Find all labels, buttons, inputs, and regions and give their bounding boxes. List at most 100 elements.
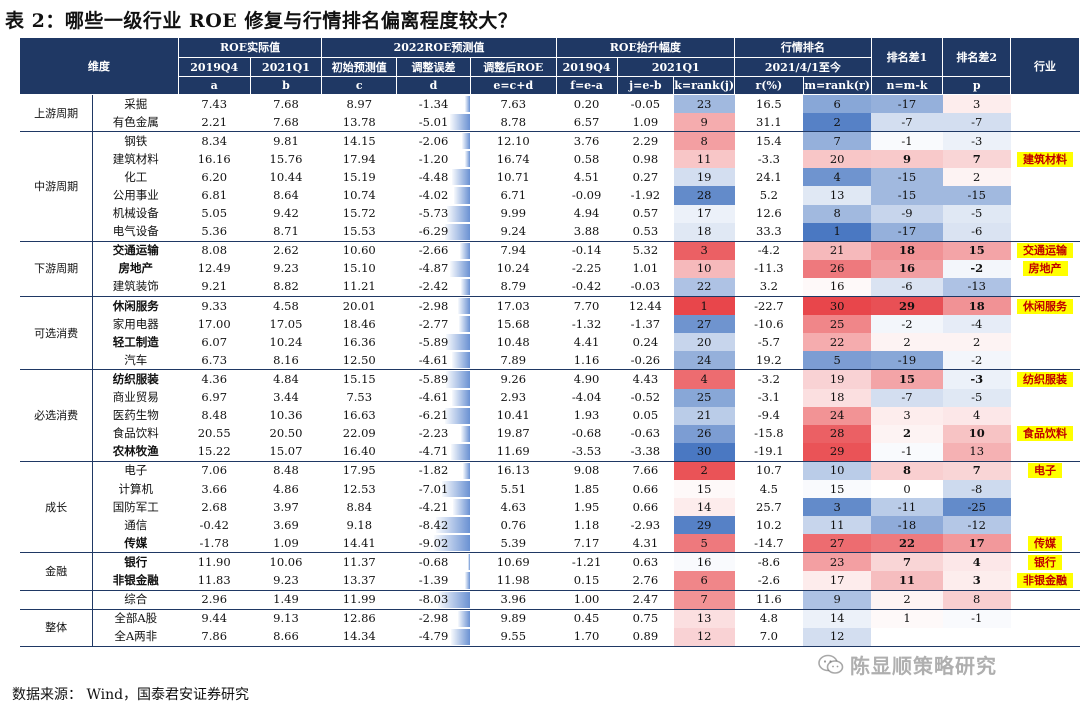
rank-k: 22 bbox=[673, 277, 735, 298]
adjustment-bar bbox=[465, 151, 471, 168]
rank-diff-n: 18 bbox=[871, 241, 943, 260]
value-b: 1.49 bbox=[250, 590, 322, 610]
rank-m: 22 bbox=[803, 333, 872, 352]
industry-cell bbox=[1011, 407, 1080, 425]
formula-header: n=m-k bbox=[871, 76, 944, 95]
value-e: 10.71 bbox=[496, 169, 530, 184]
value-e: 3.96 bbox=[470, 590, 557, 610]
value-c: 7.53 bbox=[346, 390, 373, 405]
sector-name: 电子 bbox=[124, 463, 148, 478]
adjustment-bar bbox=[444, 223, 471, 240]
rank-diff-n: -1 bbox=[871, 442, 943, 462]
rank-k: 4 bbox=[673, 369, 735, 389]
value-a: 5.05 bbox=[201, 206, 228, 221]
sector-name: 采掘 bbox=[124, 96, 148, 111]
formula-header: k=rank(j) bbox=[673, 76, 736, 95]
value-c: 13.37 bbox=[321, 571, 397, 591]
value-d-text: -5.89 bbox=[418, 334, 449, 349]
value-f: -0.09 bbox=[571, 188, 602, 203]
value-a: 8.34 bbox=[201, 133, 228, 148]
formula-header: e=c+d bbox=[470, 76, 557, 95]
sector-name: 计算机 bbox=[118, 481, 154, 496]
value-j: 0.75 bbox=[632, 611, 659, 626]
value-d-text: -1.34 bbox=[418, 96, 449, 111]
industry-cell bbox=[1011, 95, 1080, 114]
value-d-text: -0.68 bbox=[418, 554, 449, 569]
header-roe-actual: ROE实际值 bbox=[178, 38, 323, 58]
value-c: 15.10 bbox=[342, 261, 376, 276]
value-c: 15.15 bbox=[342, 371, 376, 386]
industry-cell: 房地产 bbox=[1011, 260, 1080, 278]
value-d: -1.39 bbox=[396, 571, 471, 591]
rank-m: 1 bbox=[803, 222, 872, 242]
value-j: -2.93 bbox=[630, 517, 661, 532]
rank-k: 25 bbox=[673, 388, 735, 407]
value-c: 12.53 bbox=[342, 481, 376, 496]
rank-diff-n: 2 bbox=[871, 424, 943, 443]
rank-m: 10 bbox=[803, 461, 872, 480]
industry-tag: 房地产 bbox=[1022, 261, 1068, 277]
value-r: -9.4 bbox=[757, 408, 780, 423]
group-label: 整体 bbox=[20, 609, 94, 647]
value-e: 4.63 bbox=[500, 499, 527, 514]
industry-tag: 休闲服务 bbox=[1017, 298, 1074, 314]
value-b: 8.66 bbox=[250, 627, 322, 647]
sub-header: 2021Q1 bbox=[617, 57, 736, 77]
sector-name: 全A两非 bbox=[92, 627, 179, 647]
value-a: 6.07 bbox=[201, 334, 228, 349]
value-a: 17.00 bbox=[197, 316, 231, 331]
industry-cell: 纺织服装 bbox=[1011, 370, 1080, 389]
value-j: -1.92 bbox=[630, 188, 661, 203]
industry-cell: 电子 bbox=[1011, 461, 1080, 480]
value-j: 0.63 bbox=[632, 554, 659, 569]
rank-diff-p: -13 bbox=[942, 277, 1011, 298]
value-b: 8.82 bbox=[250, 277, 322, 298]
rank-m: 4 bbox=[803, 168, 872, 187]
table-body: 上游周期 采掘 7.43 7.68 8.97 -1.34 7.63 0.20 -0.05 23 16… bbox=[20, 94, 1080, 647]
rank-diff-n: -7 bbox=[871, 113, 943, 133]
rank-k: 29 bbox=[673, 516, 735, 535]
value-e: 7.89 bbox=[470, 351, 557, 371]
adjustment-bar bbox=[433, 535, 471, 552]
value-f: 4.51 bbox=[573, 169, 600, 184]
rank-k: 6 bbox=[673, 571, 735, 591]
adjustment-bar bbox=[446, 371, 471, 388]
value-d: -2.98 bbox=[397, 609, 471, 628]
rank-m: 21 bbox=[803, 241, 872, 260]
value-a: 9.21 bbox=[178, 277, 251, 298]
value-c: 13.78 bbox=[321, 113, 397, 133]
sub-header: 2019Q4 bbox=[178, 57, 251, 77]
value-r: -19.1 bbox=[734, 442, 804, 462]
value-r: 5.2 bbox=[759, 188, 778, 203]
value-a: 6.81 bbox=[201, 188, 228, 203]
value-f: 1.16 bbox=[556, 351, 617, 371]
value-b: 17.05 bbox=[269, 316, 303, 331]
value-b: 7.68 bbox=[273, 96, 299, 111]
adjustment-bar bbox=[464, 572, 471, 589]
value-b: 8.71 bbox=[250, 222, 322, 242]
value-e: 7.94 bbox=[500, 243, 527, 258]
industry-tag: 电子 bbox=[1028, 463, 1063, 479]
value-j: -0.26 bbox=[617, 351, 674, 371]
formula-header: f=e-a bbox=[556, 76, 618, 95]
value-a: 12.49 bbox=[197, 261, 231, 276]
rank-m: 13 bbox=[803, 186, 872, 205]
value-a: 11.83 bbox=[178, 571, 251, 591]
value-f: -2.25 bbox=[571, 261, 602, 276]
adjustment-bar bbox=[451, 443, 471, 460]
industry-cell bbox=[1010, 277, 1080, 298]
rank-k: 8 bbox=[673, 131, 735, 151]
industry-cell bbox=[1011, 498, 1080, 516]
value-e: 10.48 bbox=[496, 334, 530, 349]
rank-m: 27 bbox=[803, 534, 872, 554]
value-e: 16.13 bbox=[496, 463, 530, 478]
formula-header: b bbox=[250, 76, 323, 95]
value-b: 15.76 bbox=[269, 151, 303, 166]
sector-name: 公用事业 bbox=[112, 188, 159, 203]
value-e: 10.69 bbox=[496, 554, 530, 569]
sector-name: 商业贸易 bbox=[112, 390, 159, 405]
source-note: 数据来源： Wind，国泰君安证券研究 bbox=[12, 687, 250, 703]
value-a: -0.42 bbox=[199, 517, 229, 532]
value-b: 4.86 bbox=[273, 481, 299, 496]
rank-k: 2 bbox=[673, 461, 735, 480]
